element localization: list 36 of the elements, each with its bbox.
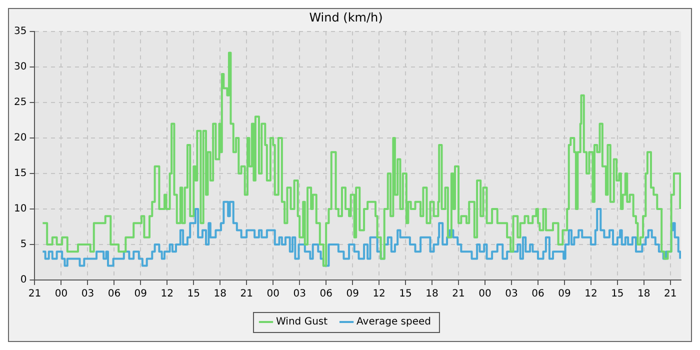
y-tick-label: 35 bbox=[14, 26, 27, 37]
x-tick-label: 06 bbox=[532, 288, 544, 300]
y-tick-label: 25 bbox=[14, 97, 27, 108]
x-tick-label: 03 bbox=[505, 288, 518, 300]
x-tick-label: 00 bbox=[478, 288, 492, 300]
x-tick-label: 00 bbox=[266, 288, 280, 300]
x-tick-label: 03 bbox=[293, 288, 306, 300]
y-tick-label: 15 bbox=[14, 168, 27, 180]
x-tick-label: 00 bbox=[54, 288, 68, 300]
x-tick-label: 09 bbox=[134, 288, 148, 300]
x-tick-label: 21 bbox=[28, 288, 42, 300]
y-tick-label: 30 bbox=[14, 62, 27, 73]
x-tick-label: 21 bbox=[452, 288, 465, 300]
chart-title: Wind (km/h) bbox=[309, 10, 383, 24]
y-tick-label: 20 bbox=[14, 132, 27, 144]
x-tick-label: 15 bbox=[399, 288, 412, 300]
x-tick-label: 12 bbox=[160, 288, 174, 300]
y-tick-label: 5 bbox=[20, 239, 27, 250]
x-tick-label: 21 bbox=[664, 288, 677, 300]
x-tick-label: 12 bbox=[372, 288, 386, 300]
x-tick-label: 18 bbox=[638, 288, 650, 300]
x-tick-label: 03 bbox=[81, 288, 94, 300]
legend-label: Average speed bbox=[356, 316, 431, 328]
x-tick-label: 18 bbox=[214, 288, 226, 300]
x-tick-label: 06 bbox=[320, 288, 332, 300]
x-tick-label: 21 bbox=[240, 288, 253, 300]
x-tick-label: 09 bbox=[346, 288, 359, 300]
x-tick-label: 15 bbox=[187, 288, 200, 300]
x-tick-label: 09 bbox=[558, 288, 571, 300]
x-tick-label: 18 bbox=[426, 288, 438, 300]
x-tick-label: 15 bbox=[611, 288, 624, 300]
x-tick-label: 12 bbox=[584, 288, 598, 300]
x-tick-label: 06 bbox=[108, 288, 121, 300]
y-tick-label: 0 bbox=[20, 274, 27, 286]
y-tick-label: 10 bbox=[14, 204, 27, 215]
legend-label: Wind Gust bbox=[276, 316, 328, 328]
